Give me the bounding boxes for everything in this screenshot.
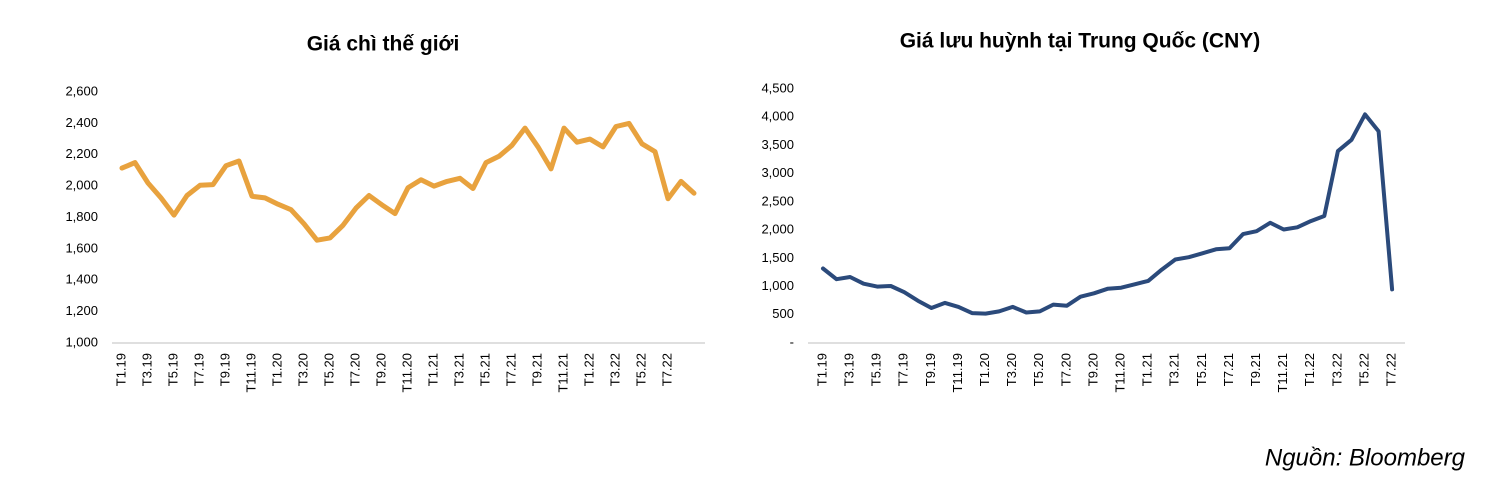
x-tick-label: T9.19 <box>217 353 232 386</box>
x-tick-label: T5.22 <box>633 353 648 386</box>
y-tick-label: 1,200 <box>65 303 98 318</box>
x-tick-label: T3.22 <box>1329 353 1344 386</box>
series-line <box>821 112 1395 316</box>
x-tick-label: T3.20 <box>295 353 310 386</box>
y-tick-label: 3,000 <box>761 165 794 180</box>
x-tick-label: T9.21 <box>529 353 544 386</box>
x-tick-label: T1.19 <box>113 353 128 386</box>
x-tick-label: T5.20 <box>1031 353 1046 386</box>
y-tick-label: 1,000 <box>761 278 794 293</box>
x-tick-label: T11.21 <box>555 353 570 393</box>
x-tick-label: T5.20 <box>321 353 336 386</box>
y-tick-label: 4,500 <box>761 80 794 95</box>
x-tick-label: T1.20 <box>977 353 992 386</box>
y-tick-label: - <box>790 334 794 349</box>
x-tick-label: T3.19 <box>139 353 154 386</box>
x-tick-label: T7.21 <box>1221 353 1236 386</box>
x-tick-label: T7.19 <box>191 353 206 386</box>
x-tick-label: T1.22 <box>581 353 596 386</box>
y-tick-label: 1,500 <box>761 250 794 265</box>
x-tick-label: T7.22 <box>659 353 674 386</box>
x-tick-label: T1.21 <box>1140 353 1155 386</box>
y-tick-label: 2,400 <box>65 115 98 130</box>
x-tick-label: T7.20 <box>347 353 362 386</box>
x-tick-label: T5.21 <box>1194 353 1209 386</box>
x-tick-label: T7.21 <box>503 353 518 386</box>
x-tick-label: T3.21 <box>1167 353 1182 386</box>
y-tick-label: 1,400 <box>65 272 98 287</box>
y-tick-label: 2,000 <box>65 178 98 193</box>
x-tick-label: T1.19 <box>814 353 829 386</box>
y-tick-label: 3,500 <box>761 137 794 152</box>
x-tick-label: T9.20 <box>1085 353 1100 386</box>
x-tick-label: T11.20 <box>1113 353 1128 393</box>
y-tick-label: 2,000 <box>761 222 794 237</box>
x-tick-label: T7.20 <box>1058 353 1073 386</box>
x-tick-label: T11.20 <box>399 353 414 393</box>
x-tick-label: T5.22 <box>1356 353 1371 386</box>
chart-title: Giá lưu huỳnh tại Trung Quốc (CNY) <box>900 30 1261 53</box>
y-tick-label: 1,600 <box>65 240 98 255</box>
y-tick-label: 500 <box>772 306 794 321</box>
x-tick-label: T5.19 <box>869 353 884 386</box>
x-tick-label: T3.19 <box>842 353 857 386</box>
source: Nguồn: Bloomberg <box>1265 444 1466 471</box>
x-tick-label: T5.21 <box>477 353 492 386</box>
x-tick-label: T1.21 <box>425 353 440 386</box>
x-tick-label: T1.20 <box>269 353 284 386</box>
y-tick-label: 1,800 <box>65 209 98 224</box>
x-tick-label: T11.19 <box>243 353 258 393</box>
x-tick-label: T5.19 <box>165 353 180 386</box>
y-tick-label: 4,000 <box>761 109 794 124</box>
y-tick-label: 2,500 <box>761 193 794 208</box>
x-tick-label: T9.21 <box>1248 353 1263 386</box>
y-tick-label: 2,600 <box>65 83 98 98</box>
x-tick-label: T9.20 <box>373 353 388 386</box>
x-tick-label: T7.19 <box>896 353 911 386</box>
x-tick-label: T3.22 <box>607 353 622 386</box>
series-line <box>119 120 697 243</box>
x-tick-label: T11.21 <box>1275 353 1290 393</box>
chart-title: Giá chì thế giới <box>307 33 460 56</box>
x-tick-label: T3.21 <box>451 353 466 386</box>
x-tick-label: T9.19 <box>923 353 938 386</box>
x-tick-label: T3.20 <box>1004 353 1019 386</box>
x-tick-label: T1.22 <box>1302 353 1317 386</box>
x-tick-label: T7.22 <box>1384 353 1399 386</box>
y-tick-label: 1,000 <box>65 334 98 349</box>
y-tick-label: 2,200 <box>65 146 98 161</box>
x-tick-label: T11.19 <box>950 353 965 393</box>
